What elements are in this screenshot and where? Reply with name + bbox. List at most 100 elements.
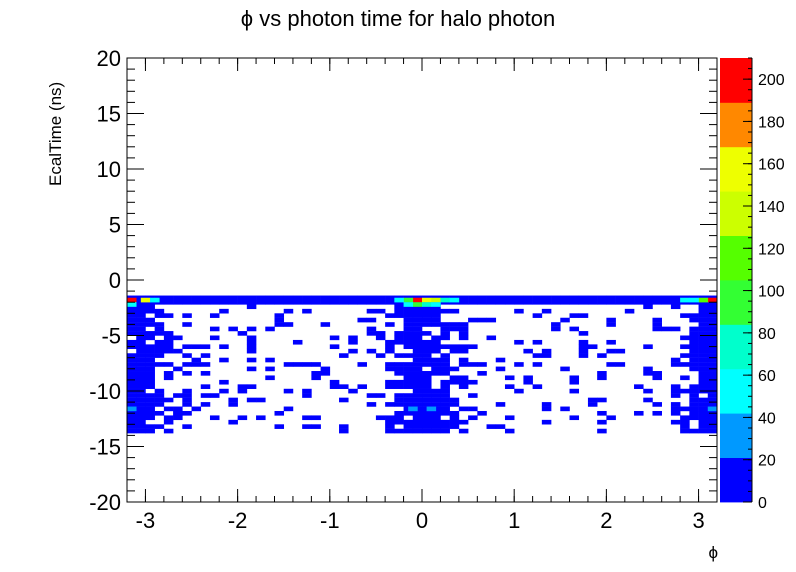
heatmap-cell <box>422 388 432 394</box>
heatmap-cell <box>458 379 469 385</box>
color-band <box>720 280 752 325</box>
heatmap-cell <box>163 299 174 305</box>
heatmap-cell <box>615 299 626 305</box>
heatmap-cell <box>265 357 275 363</box>
heatmap-cell <box>329 344 340 350</box>
heatmap-cell <box>163 406 174 412</box>
heatmap-cell <box>173 393 183 398</box>
heatmap-cell <box>643 304 653 310</box>
heatmap-cell <box>292 295 303 301</box>
heatmap-cell <box>209 335 220 341</box>
heatmap-cell <box>403 379 414 385</box>
x-tick-label: 0 <box>416 508 428 533</box>
heatmap-cell <box>412 402 423 407</box>
heatmap-cell <box>652 375 662 381</box>
heatmap-cell <box>578 339 589 345</box>
heatmap-cell <box>412 366 423 372</box>
heatmap-cell <box>200 384 211 389</box>
heatmap-cell <box>145 344 155 350</box>
heatmap-cell <box>136 402 146 407</box>
heatmap-cell <box>182 371 192 376</box>
heatmap-cell <box>578 295 589 301</box>
color-tick-label: 180 <box>758 114 785 131</box>
heatmap-cell <box>440 419 450 425</box>
heatmap-cell <box>689 297 699 303</box>
heatmap-cell <box>136 344 146 350</box>
heatmap-cell <box>385 428 395 434</box>
heatmap-cell <box>136 304 146 310</box>
heatmap-cell <box>163 295 174 301</box>
heatmap-cell <box>154 331 165 336</box>
heatmap-cell <box>339 397 349 403</box>
heatmap-cell <box>394 397 404 403</box>
y-tick-label: 15 <box>97 102 121 127</box>
heatmap-cell <box>422 297 432 303</box>
heatmap-cell <box>541 295 552 301</box>
heatmap-cell <box>163 313 174 318</box>
heatmap-cell <box>670 384 681 389</box>
heatmap-cell <box>458 419 469 425</box>
heatmap-cell <box>532 299 543 305</box>
heatmap-cell <box>311 375 321 381</box>
heatmap-cell <box>422 348 432 354</box>
heatmap-cell <box>311 299 321 305</box>
heatmap-cell <box>385 344 395 350</box>
heatmap-cell <box>403 371 414 376</box>
heatmap-cell <box>412 353 423 358</box>
heatmap-cell <box>127 415 137 421</box>
heatmap-cell <box>173 299 183 305</box>
heatmap-cell <box>412 419 423 425</box>
heatmap-cell <box>449 344 460 350</box>
heatmap-cell <box>422 362 432 367</box>
heatmap-cell <box>182 353 192 358</box>
heatmap-cell <box>136 326 146 332</box>
heatmap-cell <box>403 353 414 358</box>
heatmap-cell <box>274 295 285 301</box>
heatmap-cell <box>514 308 524 314</box>
heatmap-cell <box>292 362 303 367</box>
heatmap-cell <box>698 331 709 336</box>
heatmap-cell <box>191 295 202 301</box>
heatmap-cell <box>689 388 699 394</box>
heatmap-cell <box>154 344 165 350</box>
heatmap-cell <box>514 295 524 301</box>
heatmap-cell <box>495 357 506 363</box>
heatmap-cell <box>680 344 690 350</box>
heatmap-cell <box>385 366 395 372</box>
heatmap-cell <box>458 335 469 341</box>
heatmap-cell <box>127 402 137 407</box>
heatmap-cell <box>707 326 718 332</box>
heatmap-cell <box>449 348 460 354</box>
heatmap-cell <box>127 406 137 412</box>
heatmap-cell <box>606 415 616 421</box>
heatmap-cell <box>246 348 257 354</box>
heatmap-cell <box>468 295 478 301</box>
heatmap-cell <box>385 339 395 345</box>
heatmap-cell <box>366 331 377 336</box>
heatmap-cell <box>200 299 211 305</box>
heatmap-cell <box>458 428 469 434</box>
heatmap-cell <box>375 299 386 305</box>
heatmap-cell <box>440 326 450 332</box>
heatmap-cell <box>246 344 257 350</box>
heatmap-cell <box>182 393 192 398</box>
color-band <box>720 368 752 414</box>
heatmap-cells <box>127 295 718 434</box>
heatmap-cell <box>209 313 220 318</box>
heatmap-cell <box>707 339 718 345</box>
heatmap-cell <box>403 317 414 323</box>
heatmap-cell <box>136 322 146 327</box>
heatmap-cell <box>477 362 487 367</box>
heatmap-cell <box>643 299 653 305</box>
heatmap-cell <box>440 362 450 367</box>
heatmap-cell <box>431 335 441 341</box>
heatmap-cell <box>173 415 183 421</box>
heatmap-cell <box>136 415 146 421</box>
heatmap-cell <box>394 402 404 407</box>
heatmap-cell <box>689 406 699 412</box>
heatmap-cell <box>449 297 460 303</box>
heatmap-cell <box>624 299 635 305</box>
y-tick-label: 10 <box>97 157 121 182</box>
heatmap-cell <box>127 428 137 434</box>
heatmap-cell <box>173 348 183 354</box>
